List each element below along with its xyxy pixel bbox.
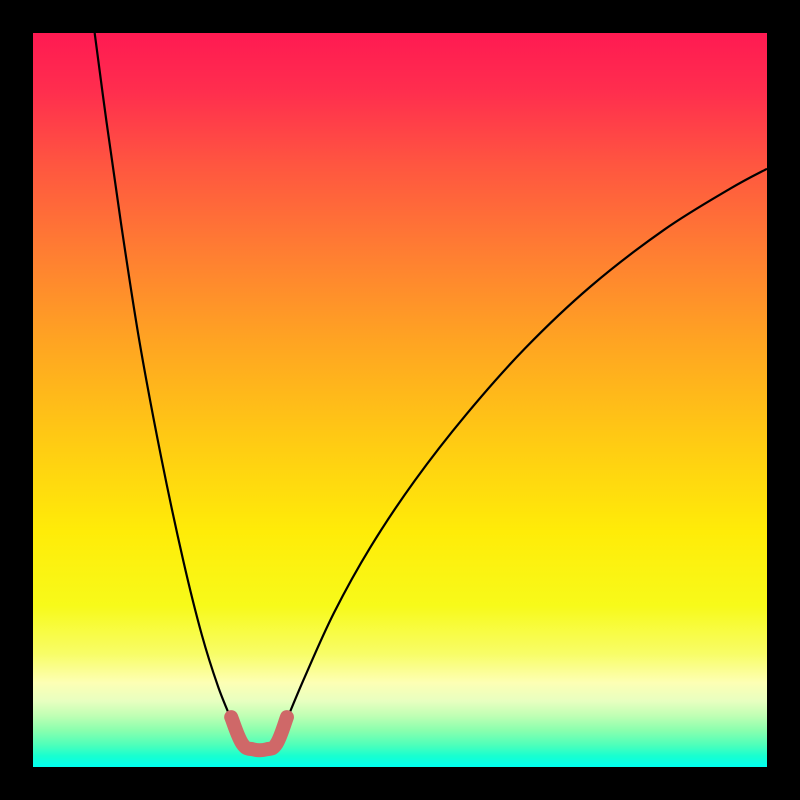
frame-bottom — [0, 767, 800, 800]
chart-background-gradient — [33, 33, 767, 767]
chart-container — [33, 33, 767, 767]
frame-left — [0, 0, 33, 800]
frame-right — [767, 0, 800, 800]
frame-top — [0, 0, 800, 33]
bottleneck-chart — [33, 33, 767, 767]
